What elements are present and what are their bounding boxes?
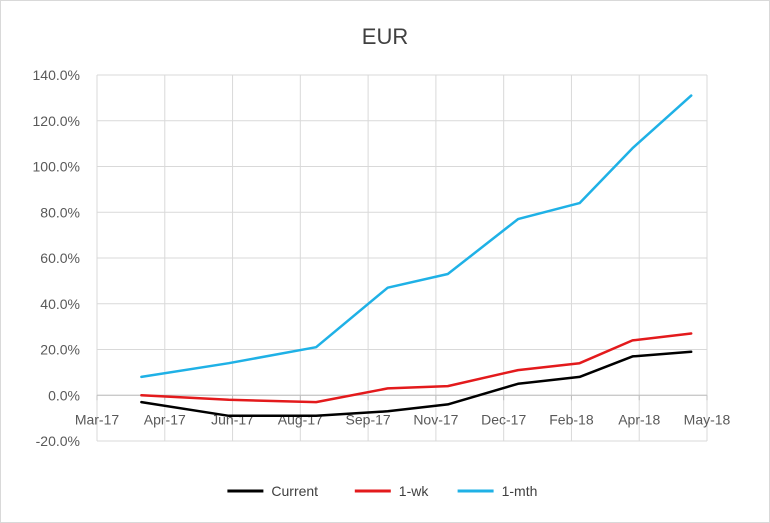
x-tick-label: Aug-17: [278, 411, 323, 427]
y-tick-label: -20.0%: [36, 433, 80, 449]
series-line-current: [140, 350, 693, 418]
legend-label-1-wk: 1-wk: [399, 483, 430, 499]
y-axis: -20.0% 0.0% 20.0% 40.0% 60.0% 80.0% 100.0% 120.…: [33, 67, 80, 449]
x-tick-label: May-18: [684, 411, 731, 427]
y-tick-label: 140.0%: [33, 67, 80, 83]
legend: Current 1-wk 1-mth: [227, 483, 537, 499]
y-tick-label: 80.0%: [40, 204, 80, 220]
x-tick-label: Apr-18: [618, 411, 660, 427]
y-tick-label: 60.0%: [40, 250, 80, 266]
legend-label-1-mth: 1-mth: [502, 483, 538, 499]
grid: [96, 74, 708, 442]
series-line-1-wk: [140, 332, 693, 404]
x-tick-label: Feb-18: [549, 411, 594, 427]
y-tick-label: 0.0%: [48, 387, 80, 403]
legend-label-current: Current: [271, 483, 318, 499]
series-lines: [140, 94, 693, 418]
x-tick-label: Apr-17: [144, 411, 186, 427]
y-tick-label: 20.0%: [40, 342, 80, 358]
x-tick-label: Nov-17: [413, 411, 458, 427]
y-tick-label: 100.0%: [33, 159, 80, 175]
x-tick-label: Mar-17: [75, 411, 120, 427]
series-line-1-mth: [140, 94, 693, 379]
x-axis: Mar-17 Apr-17 Jun-17 Aug-17 Sep-17 Nov-17 Dec-…: [75, 394, 731, 427]
x-tick-label: Dec-17: [481, 411, 526, 427]
y-tick-label: 40.0%: [40, 296, 80, 312]
y-tick-label: 120.0%: [33, 113, 80, 129]
x-tick-label: Sep-17: [346, 411, 391, 427]
chart-title: EUR: [362, 24, 408, 49]
